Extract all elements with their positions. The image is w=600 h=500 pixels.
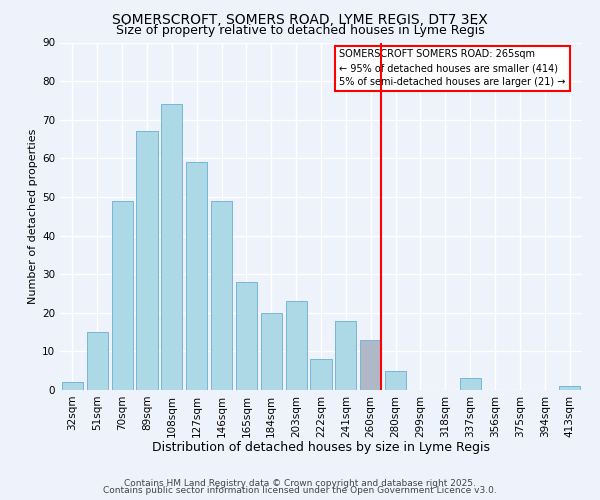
Bar (236, 282, 257, 390)
Bar (211, 201, 232, 390)
Bar (460, 378, 481, 390)
Bar (360, 340, 381, 390)
Bar (310, 359, 332, 390)
Bar (286, 301, 307, 390)
Text: SOMERSCROFT, SOMERS ROAD, LYME REGIS, DT7 3EX: SOMERSCROFT, SOMERS ROAD, LYME REGIS, DT… (112, 12, 488, 26)
Bar (62, 382, 83, 390)
Bar (261, 313, 282, 390)
Text: SOMERSCROFT SOMERS ROAD: 265sqm
← 95% of detached houses are smaller (414)
5% of: SOMERSCROFT SOMERS ROAD: 265sqm ← 95% of… (339, 50, 566, 88)
Bar (136, 132, 158, 390)
Text: Contains public sector information licensed under the Open Government Licence v3: Contains public sector information licen… (103, 486, 497, 495)
Bar (87, 332, 108, 390)
Bar (335, 320, 356, 390)
Bar (186, 162, 207, 390)
Bar (385, 370, 406, 390)
Text: Size of property relative to detached houses in Lyme Regis: Size of property relative to detached ho… (116, 24, 484, 37)
Text: Contains HM Land Registry data © Crown copyright and database right 2025.: Contains HM Land Registry data © Crown c… (124, 478, 476, 488)
Bar (112, 201, 133, 390)
Bar (161, 104, 182, 390)
Bar (559, 386, 580, 390)
X-axis label: Distribution of detached houses by size in Lyme Regis: Distribution of detached houses by size … (152, 441, 490, 454)
Y-axis label: Number of detached properties: Number of detached properties (28, 128, 38, 304)
